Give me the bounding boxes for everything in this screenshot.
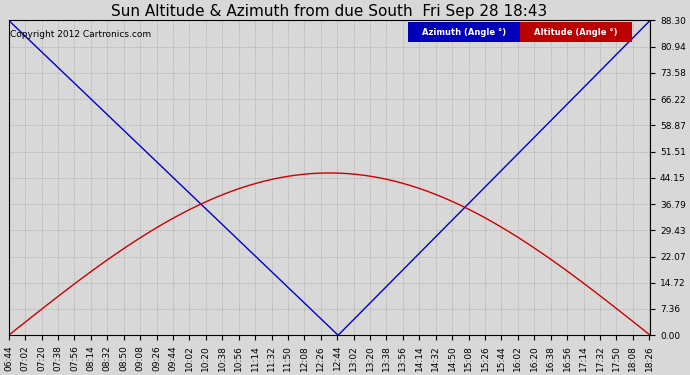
Title: Sun Altitude & Azimuth from due South  Fri Sep 28 18:43: Sun Altitude & Azimuth from due South Fr… <box>111 4 548 19</box>
Text: Copyright 2012 Cartronics.com: Copyright 2012 Cartronics.com <box>10 30 151 39</box>
